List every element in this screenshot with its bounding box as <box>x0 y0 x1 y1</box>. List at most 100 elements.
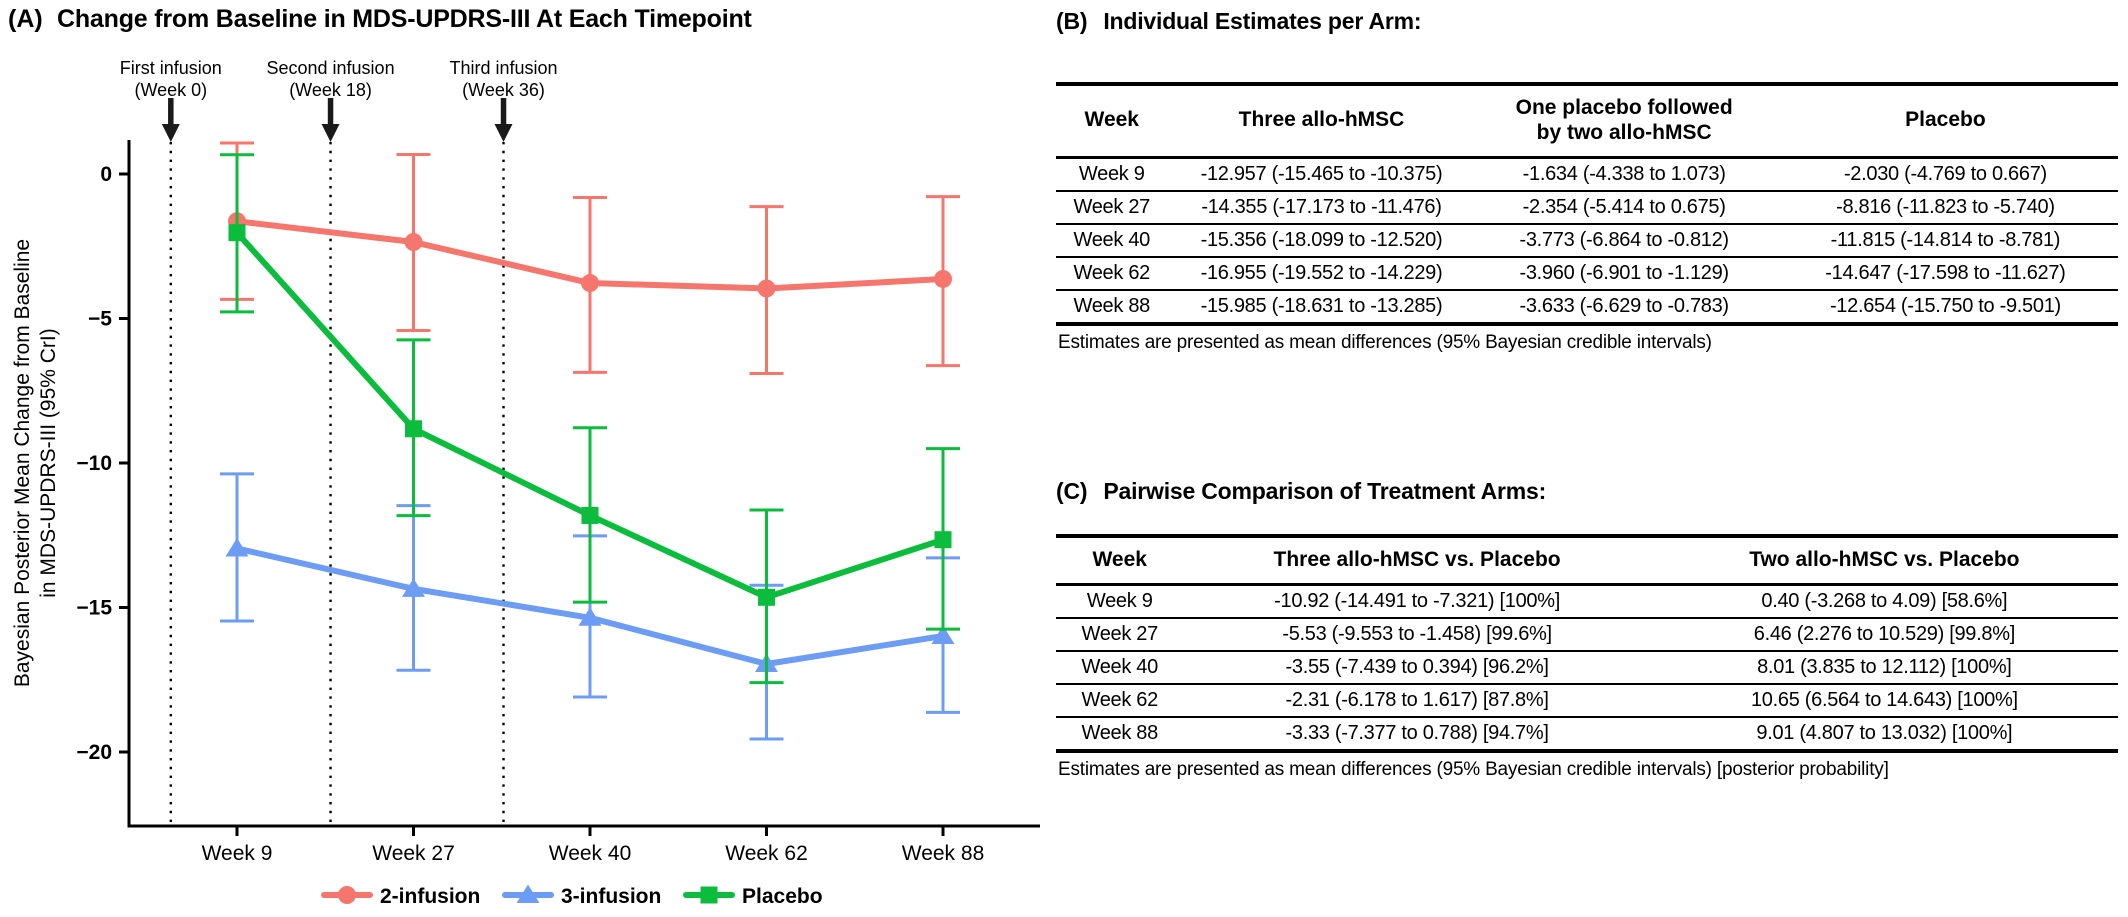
table-row: Week 88 -15.985 (-18.631 to -13.285) -3.63… <box>1056 289 2118 325</box>
panel-a-label: (A) <box>8 5 43 33</box>
data-point-3-infusion <box>402 578 425 597</box>
y-tick-label: 0 <box>100 163 112 186</box>
x-tick-label: Week 88 <box>902 842 985 865</box>
x-tick-label: Week 40 <box>549 842 632 865</box>
data-point-3-infusion <box>931 625 955 644</box>
table-cell: 9.01 (4.807 to 13.032) [100%] <box>1650 716 2118 752</box>
table-c-head: Week Three allo-hMSC vs. Placebo Two allo-… <box>1056 536 2118 586</box>
table-cell: 10.65 (6.564 to 14.643) [100%] <box>1650 683 2118 718</box>
infusion-arrowhead-icon <box>494 124 513 142</box>
table-cell: -12.654 (-15.750 to -9.501) <box>1772 289 2118 325</box>
column-header: Placebo <box>1772 84 2118 159</box>
table-cell: Week 9 <box>1056 584 1184 619</box>
panel-b-label: (B) <box>1056 8 1088 34</box>
data-point-3-infusion <box>225 537 249 557</box>
table-c-footnote: Estimates are presented as mean differen… <box>1058 758 1889 780</box>
table-cell: -1.634 (-4.338 to 1.073) <box>1475 157 1773 192</box>
y-tick-label: −10 <box>76 452 112 475</box>
table-b-body: Week 9 -12.957 (-15.465 to -10.375) -1.634… <box>1056 157 2118 325</box>
legend-label: 2-infusion <box>380 885 480 908</box>
table-cell: -2.31 (-6.178 to 1.617) [87.8%] <box>1183 683 1651 718</box>
data-point-2-infusion <box>934 269 952 288</box>
column-header: Two allo-hMSC vs. Placebo <box>1650 536 2118 586</box>
y-tick-label: −15 <box>76 597 112 620</box>
legend-square-icon <box>700 886 718 904</box>
table-b-head: Week Three allo-hMSC One placebo followed … <box>1056 84 2118 159</box>
table-row: Week 9 -10.92 (-14.491 to -7.321) [100%] 0… <box>1056 584 2118 619</box>
column-header: Week <box>1056 84 1168 159</box>
table-cell: Week 62 <box>1056 683 1184 718</box>
table-cell: -12.957 (-15.465 to -10.375) <box>1167 157 1476 192</box>
table-cell: 0.40 (-3.268 to 4.09) [58.6%] <box>1650 584 2118 619</box>
infusion-annotation-line1: Third infusion <box>449 58 557 78</box>
table-cell: 6.46 (2.276 to 10.529) [99.8%] <box>1650 617 2118 652</box>
table-cell: Week 9 <box>1056 157 1168 192</box>
infusion-arrowhead-icon <box>321 124 340 142</box>
table-cell: -14.647 (-17.598 to -11.627) <box>1772 256 2118 291</box>
data-point-Placebo <box>405 420 422 438</box>
table-row: Week 27 -14.355 (-17.173 to -11.476) -2.35… <box>1056 190 2118 225</box>
legend-circle-icon <box>338 886 356 904</box>
table-row: Week 9 -12.957 (-15.465 to -10.375) -1.634… <box>1056 157 2118 192</box>
data-point-Placebo <box>581 506 599 524</box>
data-point-Placebo <box>228 224 246 242</box>
table-c-body: Week 9 -10.92 (-14.491 to -7.321) [100%] 0… <box>1056 584 2118 752</box>
table-cell: -2.354 (-5.414 to 0.675) <box>1475 190 1773 225</box>
panel-b-title: Individual Estimates per Arm: <box>1103 8 1422 34</box>
table-cell: -3.960 (-6.901 to -1.129) <box>1475 256 1773 291</box>
panel-a-title: Change from Baseline in MDS-UPDRS-III At… <box>57 5 752 33</box>
infusion-annotation-line1: First infusion <box>120 58 222 78</box>
table-cell: -3.773 (-6.864 to -0.812) <box>1475 223 1773 258</box>
column-header: One placebo followed by two allo-hMSC <box>1475 84 1773 159</box>
table-cell: -14.355 (-17.173 to -11.476) <box>1167 190 1476 225</box>
infusion-annotation-line2: (Week 0) <box>134 80 207 100</box>
table-cell: -3.633 (-6.629 to -0.783) <box>1475 289 1773 325</box>
panel-c-header: (C) Pairwise Comparison of Treatment Arm… <box>1056 478 2118 505</box>
x-tick-label: Week 62 <box>725 842 808 865</box>
table-cell: -8.816 (-11.823 to -5.740) <box>1772 190 2118 225</box>
column-header: Three allo-hMSC vs. Placebo <box>1183 536 1651 586</box>
table-row: Week 27 -5.53 (-9.553 to -1.458) [99.6%] 6… <box>1056 617 2118 652</box>
data-point-3-infusion <box>578 607 602 626</box>
column-header: Three allo-hMSC <box>1167 84 1476 159</box>
x-tick-label: Week 9 <box>202 842 273 865</box>
table-cell: -15.356 (-18.099 to -12.520) <box>1167 223 1476 258</box>
table-cell: Week 88 <box>1056 716 1184 752</box>
infusion-annotation-line2: (Week 18) <box>289 80 372 100</box>
panel-c: (C) Pairwise Comparison of Treatment Arm… <box>1056 478 2118 781</box>
column-header: Week <box>1056 536 1184 586</box>
data-point-2-infusion <box>581 274 599 293</box>
table-row: Week 62 -16.955 (-19.552 to -14.229) -3.96… <box>1056 256 2118 291</box>
panel-c-title: Pairwise Comparison of Treatment Arms: <box>1103 478 1547 504</box>
table-cell: -11.815 (-14.814 to -8.781) <box>1772 223 2118 258</box>
table-cell: Week 40 <box>1056 650 1184 685</box>
data-point-Placebo <box>758 588 775 606</box>
table-row: Week 62 -2.31 (-6.178 to 1.617) [87.8%] 10… <box>1056 683 2118 718</box>
table-cell: Week 88 <box>1056 289 1168 325</box>
legend-triangle-icon <box>516 884 540 903</box>
data-point-2-infusion <box>757 279 776 298</box>
infusion-annotation-line2: (Week 36) <box>462 80 545 100</box>
table-row: Week 40 -3.55 (-7.439 to 0.394) [96.2%] 8.… <box>1056 650 2118 685</box>
infusion-arrowhead-icon <box>161 124 180 142</box>
table-b-footnote: Estimates are presented as mean differen… <box>1058 331 1712 353</box>
table-cell: 8.01 (3.835 to 12.112) [100%] <box>1650 650 2118 685</box>
pairwise-comparison-table: Week Three allo-hMSC vs. Placebo Two allo-… <box>1056 534 2118 753</box>
table-cell: Week 40 <box>1056 223 1168 258</box>
table-cell: Week 62 <box>1056 256 1168 291</box>
table-cell: -3.55 (-7.439 to 0.394) [96.2%] <box>1183 650 1651 685</box>
infusion-annotation-line1: Second infusion <box>266 58 394 78</box>
table-cell: Week 27 <box>1056 617 1184 652</box>
mds-updrs-line-chart: First infusion(Week 0)Second infusion(We… <box>76 58 1040 908</box>
data-point-2-infusion <box>404 233 423 252</box>
table-cell: -16.955 (-19.552 to -14.229) <box>1167 256 1476 291</box>
panel-a: (A) Change from Baseline in MDS-UPDRS-II… <box>0 0 1056 917</box>
table-cell: -15.985 (-18.631 to -13.285) <box>1167 289 1476 325</box>
table-cell: Week 27 <box>1056 190 1168 225</box>
table-row: Week 40 -15.356 (-18.099 to -12.520) -3.77… <box>1056 223 2118 258</box>
y-tick-label: −20 <box>76 741 112 764</box>
panel-c-label: (C) <box>1056 478 1088 504</box>
individual-estimates-table: Week Three allo-hMSC One placebo followed … <box>1056 82 2118 326</box>
table-cell: -2.030 (-4.769 to 0.667) <box>1772 157 2118 192</box>
